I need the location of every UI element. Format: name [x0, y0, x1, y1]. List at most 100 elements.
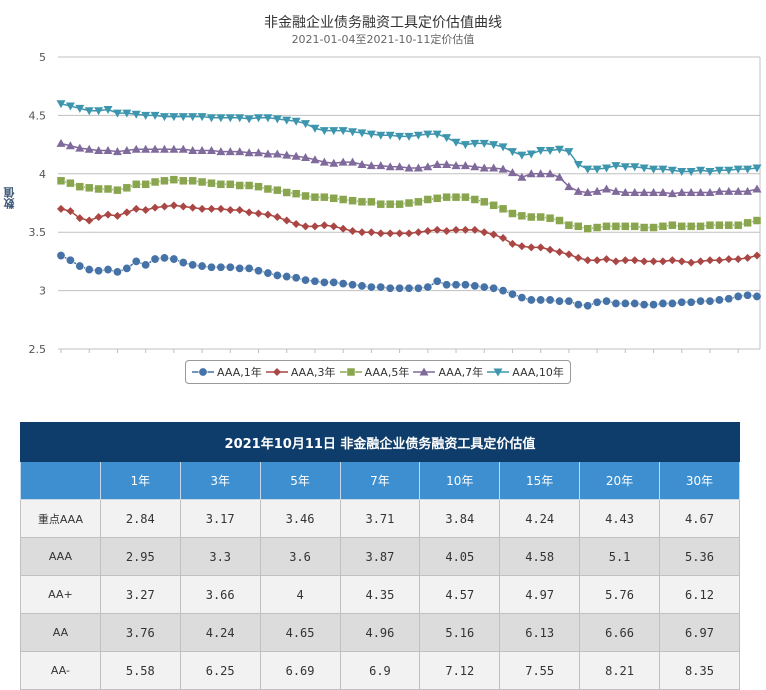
data-point — [329, 127, 339, 136]
y-tick-label: 3.5 — [29, 226, 47, 239]
data-point — [94, 145, 104, 154]
data-point — [479, 163, 489, 172]
legend-item[interactable]: AAA,7年 — [413, 364, 483, 380]
data-point — [75, 143, 85, 152]
table-header-cell: 5年 — [259, 461, 341, 500]
table-row: AAA 2.95 3.3 3.6 3.87 4.05 4.58 5.1 5.36 — [20, 537, 740, 576]
table-row: AA+ 3.27 3.66 4 4.35 4.57 4.97 5.76 6.12 — [20, 575, 740, 614]
data-point — [752, 216, 762, 225]
data-point — [254, 209, 263, 218]
table-cell: 6.25 — [179, 651, 261, 690]
table-cell: 3.66 — [179, 575, 261, 614]
table-header-cell: 7年 — [339, 461, 421, 500]
data-point — [367, 228, 376, 237]
data-point — [602, 255, 611, 264]
data-point — [611, 186, 621, 195]
data-point — [705, 220, 715, 230]
data-point — [470, 281, 480, 291]
data-point — [282, 188, 291, 197]
data-point — [348, 196, 357, 205]
data-point — [649, 257, 658, 266]
data-point — [244, 115, 254, 124]
table-row: AA- 5.58 6.25 6.69 6.9 7.12 7.55 8.21 8.35 — [20, 651, 740, 690]
valuation-table-container: 2021年10月11日 非金融企业债务融资工具定价估值 1年 3年 5年 7年 10年 1… — [20, 422, 740, 690]
table-cell: 5.1 — [579, 537, 660, 576]
data-point — [85, 216, 94, 225]
data-point — [461, 225, 470, 234]
data-point — [470, 225, 479, 234]
table-cell: 3.3 — [179, 537, 261, 576]
data-point — [216, 147, 226, 156]
data-point — [498, 164, 508, 173]
data-point — [554, 296, 564, 306]
data-point — [414, 228, 423, 237]
data-point — [94, 184, 103, 194]
data-point — [733, 186, 743, 195]
data-point — [122, 109, 132, 118]
data-point — [686, 297, 696, 307]
table-cell: 4.24 — [179, 613, 261, 652]
data-point — [404, 163, 414, 172]
data-point — [104, 210, 113, 219]
data-point — [169, 175, 179, 184]
data-point — [658, 222, 668, 231]
data-point — [310, 192, 320, 202]
data-point — [442, 159, 452, 168]
valuation-table: 2021年10月11日 非金融企业债务融资工具定价估值 1年 3年 5年 7年 10年 1… — [20, 422, 740, 690]
table-header-row: 1年 3年 5年 7年 10年 15年 20年 30年 — [20, 461, 740, 500]
data-point — [113, 211, 122, 220]
data-point — [573, 160, 583, 169]
data-point — [103, 184, 113, 194]
chart-plot-area: 2.5 3 3.5 4 4.5 5 — [29, 51, 762, 356]
data-point — [131, 180, 141, 189]
data-point — [451, 192, 461, 202]
data-point — [395, 199, 404, 209]
data-point — [442, 227, 451, 236]
chart-subtitle: 2021-01-04至2021-10-11定价估值 — [291, 33, 475, 46]
data-point — [178, 113, 188, 122]
table-cell: 4 — [259, 575, 341, 614]
data-point — [602, 184, 612, 193]
data-point — [197, 113, 207, 122]
data-point — [743, 253, 752, 262]
data-point — [84, 107, 94, 116]
legend-item[interactable]: AAA,1年 — [192, 364, 262, 380]
data-point — [574, 253, 583, 262]
legend-item[interactable]: AAA,5年 — [339, 364, 409, 380]
data-point — [668, 256, 677, 265]
data-point — [442, 280, 452, 290]
legend-item[interactable]: AAA,3年 — [265, 364, 336, 380]
data-point — [395, 283, 405, 293]
data-point — [696, 222, 705, 231]
data-point — [141, 260, 151, 270]
table-cell: 6.66 — [579, 613, 660, 652]
data-point — [734, 255, 743, 264]
data-point — [216, 262, 226, 272]
data-point — [273, 213, 282, 222]
data-point — [479, 197, 489, 207]
legend-item[interactable]: AAA,10年 — [487, 364, 564, 380]
data-point — [319, 157, 329, 166]
data-point — [507, 168, 517, 177]
data-point — [667, 166, 677, 175]
data-point — [442, 192, 451, 202]
data-point — [564, 182, 574, 191]
data-point — [291, 273, 301, 283]
data-point — [84, 183, 94, 193]
data-point — [470, 195, 480, 204]
data-point — [658, 187, 668, 196]
data-point — [545, 169, 555, 178]
data-point — [207, 178, 216, 188]
data-point — [592, 297, 602, 307]
table-cell: 4.67 — [659, 499, 740, 538]
data-point — [244, 263, 254, 273]
chart-legend: AAA,1年 AAA,3年 AAA,5年 AAA,7年 AAA,10年 — [185, 360, 571, 384]
data-point — [188, 145, 198, 154]
data-point — [432, 276, 442, 286]
data-point — [583, 165, 593, 174]
data-point — [235, 181, 244, 190]
data-point — [489, 230, 498, 239]
data-point — [346, 367, 355, 377]
data-point — [122, 183, 132, 193]
data-point — [282, 216, 291, 225]
